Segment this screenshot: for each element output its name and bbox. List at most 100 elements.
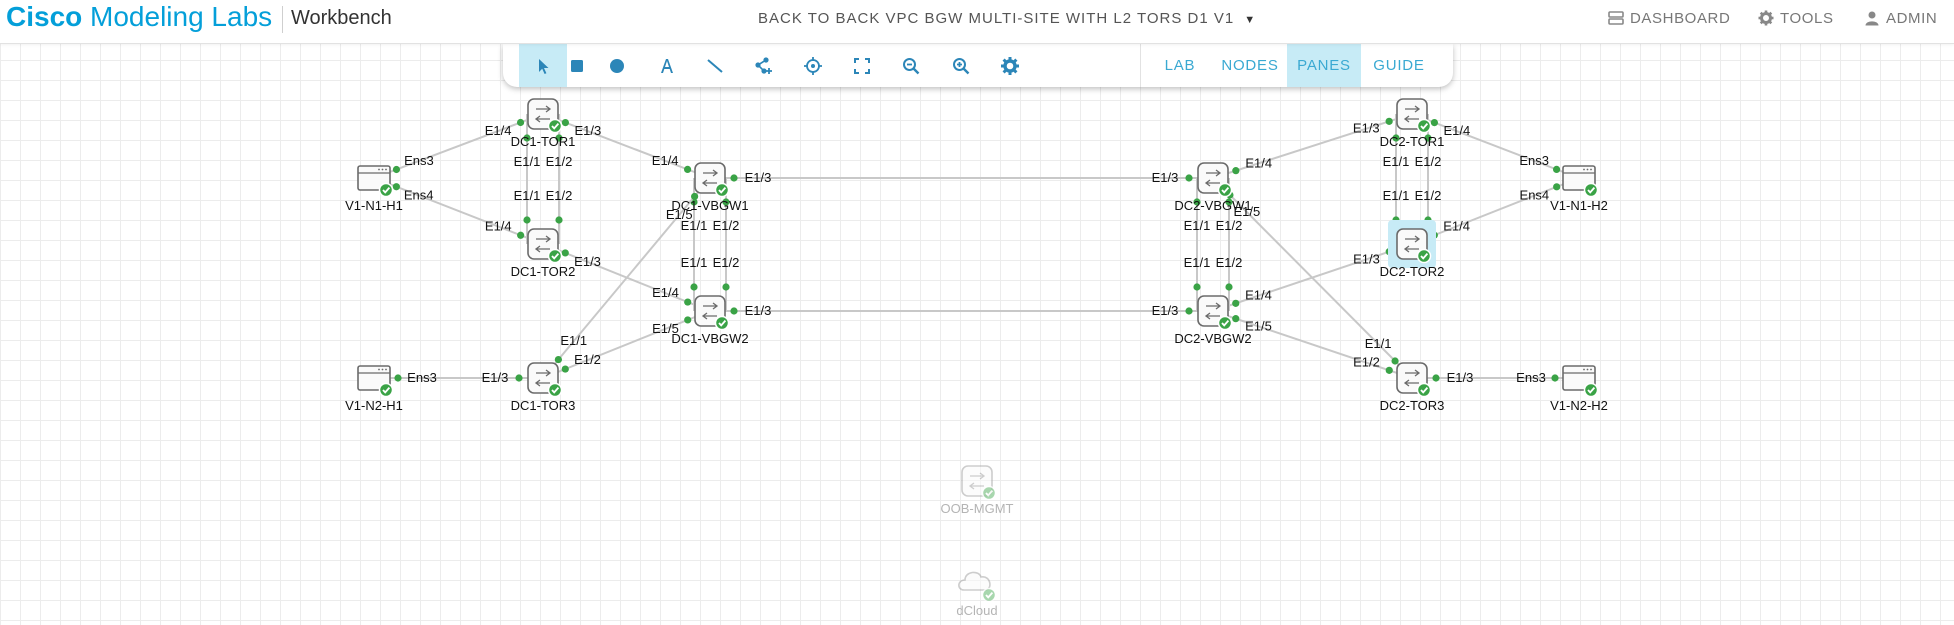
node-oob-mgmt[interactable]: OOB-MGMT: [941, 465, 1014, 516]
select-tool-button[interactable]: [519, 44, 567, 87]
node-v1-n1-h1[interactable]: V1-N1-H1: [345, 165, 403, 213]
link-dc2vbgw1-dc2tor1[interactable]: [1212, 113, 1413, 179]
interface-label: E1/5: [652, 321, 679, 336]
interface-label: E1/3: [574, 123, 601, 138]
interface-label: E1/4: [485, 219, 512, 234]
link-dc2vbgw2-dc2tor3[interactable]: [1212, 310, 1413, 379]
interface-label: Ens3: [407, 370, 437, 385]
node-label: DC1-TOR2: [511, 264, 576, 279]
interface-dot: [1391, 357, 1399, 365]
lab-title-dropdown[interactable]: BACK TO BACK VPC BGW MULTI-SITE WITH L2 …: [758, 10, 1256, 27]
interface-label: E1/3: [1447, 370, 1474, 385]
gear-icon: [1758, 10, 1774, 26]
interface-label: E1/1: [1184, 218, 1211, 233]
add-node-icon: [755, 56, 772, 74]
node-dc1-tor3[interactable]: DC1-TOR3: [511, 362, 576, 413]
arrows-icon: [968, 472, 986, 490]
check-icon: [1583, 382, 1599, 398]
caret-down-icon: ▼: [1244, 14, 1257, 26]
interface-dot: [555, 216, 563, 224]
node-dc1-tor2[interactable]: DC1-TOR2: [511, 228, 576, 279]
arrows-icon: [1204, 302, 1222, 320]
link-dc1tor3-dc1vbgw1[interactable]: [542, 177, 711, 379]
interface-label: E1/1: [1365, 336, 1392, 351]
node-dcloud[interactable]: dCloud: [956, 571, 998, 618]
interface-label: E1/4: [1443, 123, 1470, 138]
link-dc2vbgw1-dc2tor3[interactable]: [1212, 177, 1413, 379]
node-label: OOB-MGMT: [941, 501, 1014, 516]
interface-dot: [555, 134, 563, 142]
link-dc1tor3-dc1vbgw2[interactable]: [542, 310, 711, 379]
ellipse-tool-button[interactable]: [593, 44, 641, 87]
interface-label: E1/3: [1152, 170, 1179, 185]
interface-label: E1/3: [745, 303, 772, 318]
link-v1n1h1-dc1tor1[interactable]: [373, 113, 544, 179]
link-v1n1h1-dc1tor2[interactable]: [373, 177, 544, 245]
check-icon: [547, 118, 563, 134]
link-dc2tor1-v1n1h2[interactable]: [1411, 113, 1580, 179]
text-tool-button[interactable]: [643, 44, 691, 87]
link-dc1tor1-dc1vbgw1[interactable]: [542, 113, 711, 179]
node-v1-n2-h1[interactable]: V1-N2-H1: [345, 365, 403, 413]
text-icon: [661, 58, 673, 73]
lab-title: BACK TO BACK VPC BGW MULTI-SITE WITH L2 …: [758, 10, 1235, 27]
links-layer: [373, 113, 1580, 382]
arrows-icon: [534, 235, 552, 253]
tab-lab[interactable]: LAB: [1164, 57, 1196, 74]
interface-dot: [523, 216, 531, 224]
node-label: DC1-VBGW1: [671, 198, 748, 213]
dashboard-link[interactable]: DASHBOARD: [1608, 10, 1730, 27]
interface-label: E1/4: [1443, 218, 1470, 233]
check-icon: [1416, 382, 1432, 398]
tools-menu[interactable]: TOOLS: [1758, 10, 1834, 27]
top-header: Cisco Modeling Labs Workbench BACK TO BA…: [0, 0, 1954, 44]
node-v1-n1-h2[interactable]: V1-N1-H2: [1550, 165, 1608, 213]
interface-dot: [1553, 183, 1561, 191]
node-dc2-tor3[interactable]: DC2-TOR3: [1380, 362, 1445, 413]
interface-label: Ens3: [1516, 370, 1546, 385]
line-tool-button[interactable]: [691, 44, 739, 87]
switch-icon: [961, 465, 993, 497]
rectangle-tool-button[interactable]: [553, 44, 601, 87]
node-v1-n2-h2[interactable]: V1-N2-H2: [1550, 365, 1608, 413]
interface-label: E1/2: [1353, 355, 1380, 370]
interface-dot: [722, 198, 730, 206]
center-view-button[interactable]: [789, 44, 837, 87]
interface-dot: [394, 374, 402, 382]
node-label: V1-N1-H2: [1550, 198, 1608, 213]
canvas-settings-button[interactable]: [986, 44, 1034, 87]
node-dc2-vbgw1[interactable]: DC2-VBGW1: [1174, 162, 1252, 213]
interface-dot: [730, 307, 738, 315]
check-icon: [981, 587, 997, 603]
interface-dot: [523, 134, 531, 142]
interface-dot: [730, 174, 738, 182]
node-dc1-vbgw2[interactable]: DC1-VBGW2: [671, 295, 749, 346]
arrows-icon: [534, 105, 552, 123]
zoom-in-button[interactable]: [937, 44, 985, 87]
node-dc1-tor1[interactable]: DC1-TOR1: [511, 98, 576, 149]
brand-logo[interactable]: Cisco Modeling Labs: [6, 1, 272, 33]
interface-dot: [1385, 117, 1393, 125]
interface-label: E1/3: [1353, 251, 1380, 266]
zoom-out-button[interactable]: [887, 44, 935, 87]
check-icon: [1217, 182, 1233, 198]
interface-label: E1/4: [652, 153, 679, 168]
interface-dot: [561, 249, 569, 257]
link-dc2tor2-v1n1h2[interactable]: [1411, 177, 1580, 245]
add-node-tool-button[interactable]: [739, 44, 787, 87]
node-dc1-vbgw1[interactable]: DC1-VBGW1: [671, 162, 749, 213]
tab-guide[interactable]: GUIDE: [1373, 57, 1425, 74]
interface-dot: [1385, 366, 1393, 374]
nodes-layer: DC1-TOR1 DC1-TOR2 DC1-TOR3 DC1-VBGW1 DC1-VBG…: [345, 98, 1608, 618]
node-dc2-vbgw2[interactable]: DC2-VBGW2: [1174, 295, 1252, 346]
fit-to-screen-button[interactable]: [838, 44, 886, 87]
node-dc2-tor1[interactable]: DC2-TOR1: [1380, 98, 1445, 149]
admin-menu[interactable]: ADMIN: [1864, 10, 1937, 27]
arrows-icon: [1403, 369, 1421, 387]
tab-nodes[interactable]: NODES: [1221, 57, 1279, 74]
node-dc2-tor2[interactable]: DC2-TOR2: [1380, 220, 1445, 279]
toolbar-divider: [1140, 44, 1141, 87]
check-icon: [714, 315, 730, 331]
tab-panes[interactable]: PANES: [1287, 44, 1361, 87]
